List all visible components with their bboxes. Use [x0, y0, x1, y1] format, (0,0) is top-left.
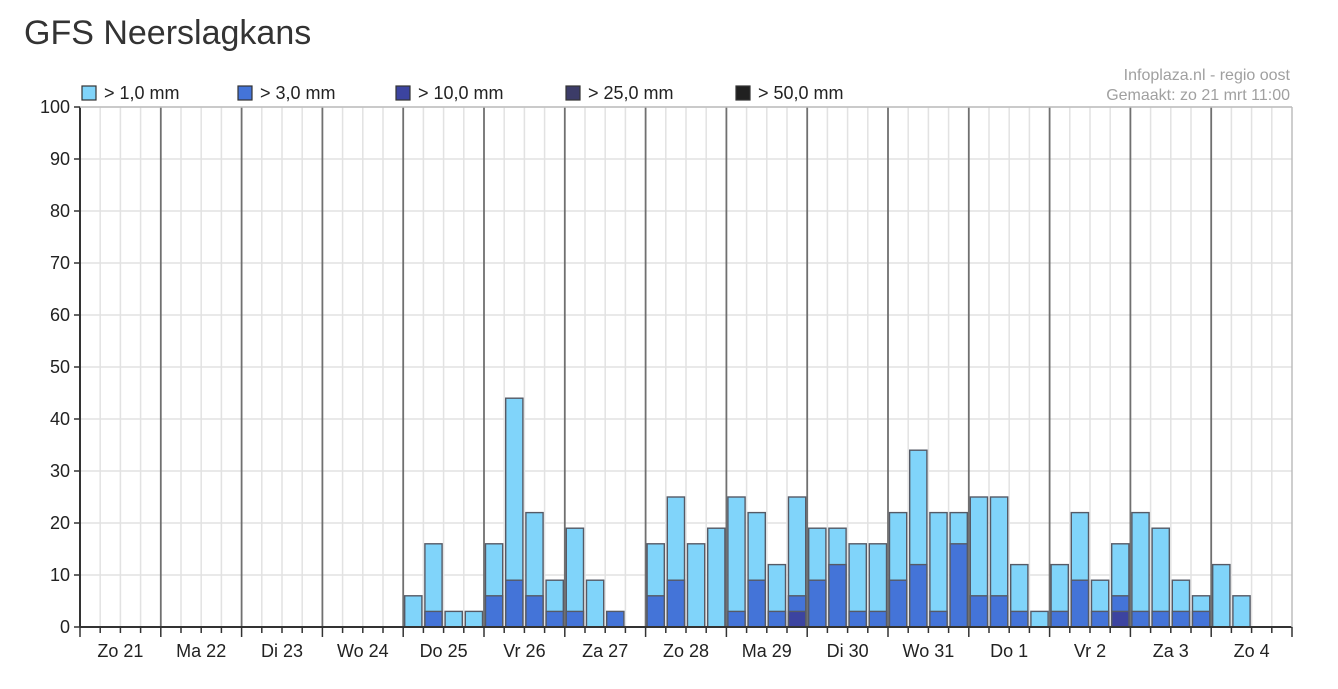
bar: [868, 610, 888, 628]
bar: [1010, 610, 1029, 628]
legend-item: > 50,0 mm: [735, 83, 844, 103]
bar: [1090, 610, 1110, 628]
x-tick-label: Vr 26: [503, 641, 545, 661]
legend-label: > 50,0 mm: [758, 83, 844, 103]
bar: [1030, 610, 1049, 628]
bar: [1131, 610, 1150, 628]
x-tick-label: Ma 22: [176, 641, 226, 661]
bar: [646, 595, 665, 628]
legend-swatch: [81, 85, 97, 101]
bar: [767, 610, 787, 628]
x-tick-label: Do 1: [990, 641, 1028, 661]
bar: [949, 543, 968, 628]
bar: [1232, 595, 1251, 628]
bar: [787, 610, 807, 628]
bar: [727, 610, 746, 628]
chart-legend: > 1,0 mm > 3,0 mm > 10,0 mm > 25,0 mm > 50,0…: [81, 83, 844, 103]
x-tick-label: Zo 28: [663, 641, 709, 661]
page-title: GFS Neerslagkans: [24, 14, 312, 52]
bar: [929, 610, 948, 628]
bar: [848, 610, 867, 628]
x-tick-label: Di 23: [261, 641, 303, 661]
bar: [989, 595, 1009, 628]
legend-item: > 1,0 mm: [81, 83, 180, 103]
legend-label: > 25,0 mm: [588, 83, 674, 103]
bar: [909, 563, 928, 628]
bar: [565, 610, 585, 628]
x-tick-label: Ma 29: [742, 641, 792, 661]
x-tick-label: Wo 24: [337, 641, 389, 661]
bar: [525, 595, 544, 628]
y-tick-label: 60: [50, 305, 70, 325]
legend-label: > 10,0 mm: [418, 83, 504, 103]
y-tick-label: 40: [50, 409, 70, 429]
bar: [1151, 610, 1170, 628]
legend-item: > 25,0 mm: [565, 83, 674, 103]
y-tick-label: 50: [50, 357, 70, 377]
x-tick-label: Do 25: [420, 641, 468, 661]
bar: [1050, 610, 1069, 628]
y-tick-label: 30: [50, 461, 70, 481]
bar: [505, 579, 524, 628]
bar: [404, 595, 423, 628]
bar: [1070, 579, 1090, 628]
bar: [1131, 511, 1150, 628]
bar: [606, 610, 625, 628]
y-tick-label: 80: [50, 201, 70, 221]
bar: [484, 595, 504, 628]
bar: [969, 595, 989, 628]
y-tick-label: 70: [50, 253, 70, 273]
bar: [424, 610, 443, 628]
legend-swatch: [735, 85, 751, 101]
legend-swatch: [237, 85, 253, 101]
y-tick-label: 10: [50, 565, 70, 585]
legend-swatch: [565, 85, 581, 101]
bar: [727, 496, 746, 628]
bar: [1171, 610, 1191, 628]
legend-item: > 3,0 mm: [237, 83, 336, 103]
chart-axes: 0 10 20 30 40 50 60 70 80 90 100 Zo 21 Ma 22 Di 23 Wo …: [40, 97, 1293, 661]
y-tick-label: 20: [50, 513, 70, 533]
chart-created-label: Gemaakt: zo 21 mrt 11:00: [1106, 87, 1290, 104]
x-tick-label: Wo 31: [903, 641, 955, 661]
bar: [666, 579, 686, 628]
bar: [545, 610, 564, 628]
bar: [808, 579, 827, 628]
bar: [707, 527, 726, 628]
legend-label: > 1,0 mm: [104, 83, 180, 103]
bar: [828, 563, 847, 628]
legend-item: > 10,0 mm: [395, 83, 504, 103]
x-tick-label: Zo 4: [1234, 641, 1270, 661]
bar: [444, 610, 464, 628]
chart-source-label: Infoplaza.nl - regio oost: [1124, 67, 1291, 84]
chart-grid: [80, 106, 1292, 627]
y-tick-label: 0: [60, 617, 70, 637]
bar: [464, 610, 484, 628]
x-tick-label: Di 30: [827, 641, 869, 661]
y-tick-label: 100: [40, 97, 70, 117]
legend-label: > 3,0 mm: [260, 83, 336, 103]
x-tick-label: Za 27: [582, 641, 628, 661]
x-tick-label: Za 3: [1153, 641, 1189, 661]
bar: [888, 579, 908, 628]
bar: [585, 579, 605, 628]
y-tick-label: 90: [50, 149, 70, 169]
bar: [1211, 563, 1231, 628]
bar: [1191, 610, 1211, 628]
legend-swatch: [395, 85, 411, 101]
bar: [1110, 610, 1130, 628]
x-tick-label: Zo 21: [97, 641, 143, 661]
bar: [929, 511, 948, 628]
bar: [747, 579, 766, 628]
bar: [686, 543, 706, 628]
x-tick-label: Vr 2: [1074, 641, 1106, 661]
